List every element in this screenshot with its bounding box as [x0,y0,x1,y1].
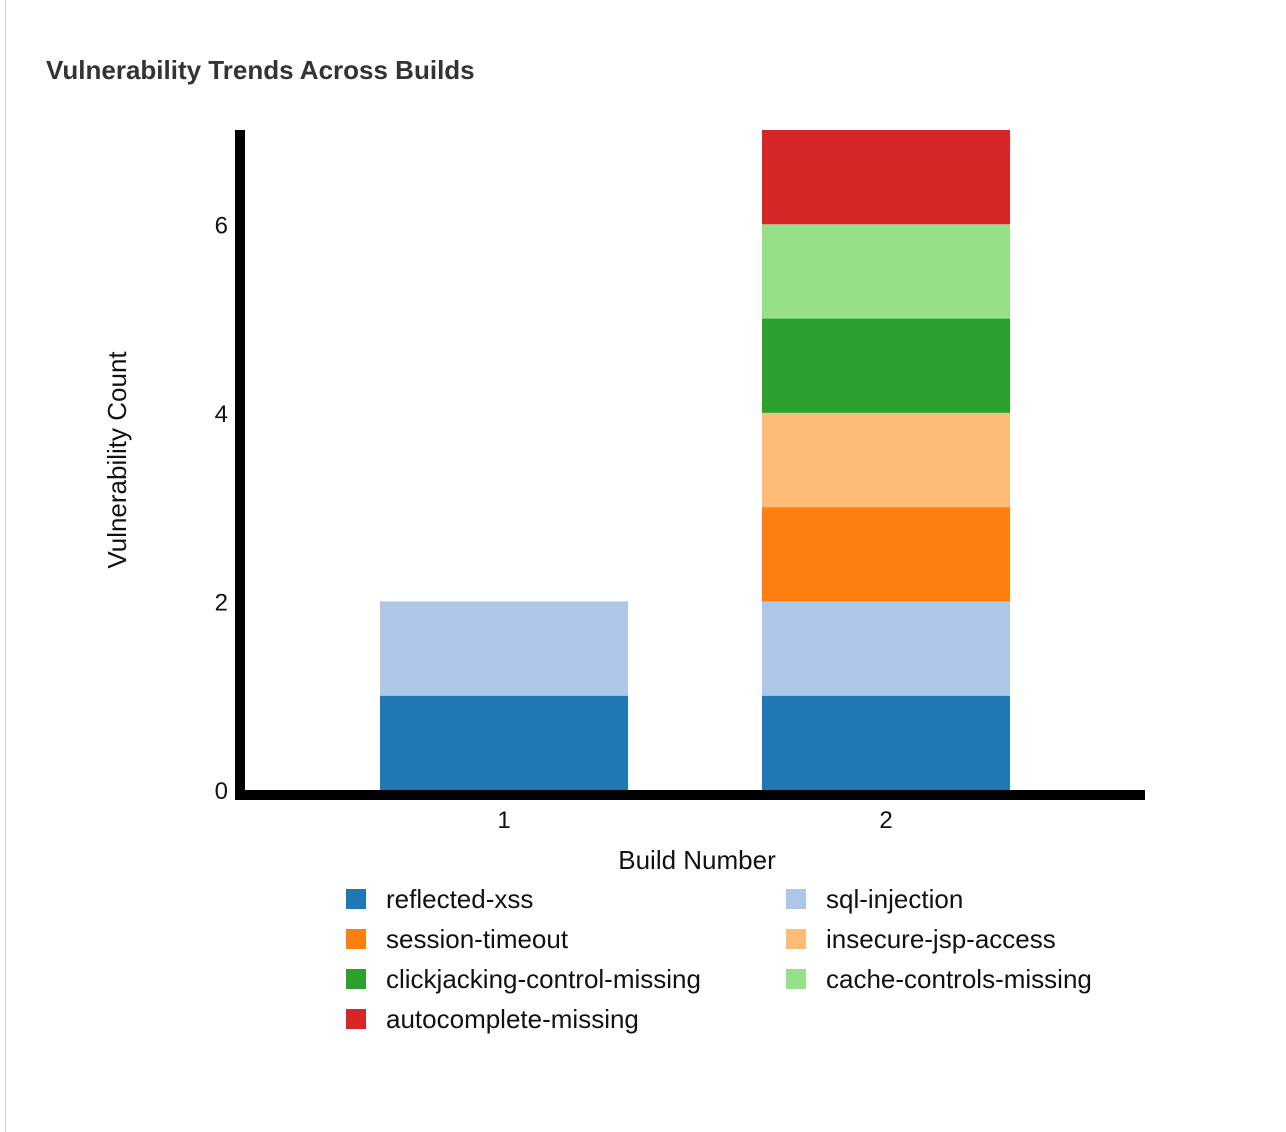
legend: reflected-xss sql-injection session-timeou… [346,884,1092,1034]
legend-swatch-session-timeout [346,929,366,949]
y-axis-line [235,130,245,800]
y-ticks: 0 2 4 6 [215,212,228,805]
bar-segment-reflected-xss-build-2 [762,695,1010,790]
legend-label-clickjacking-control-missing: clickjacking-control-missing [386,964,701,994]
legend-label-cache-controls-missing: cache-controls-missing [826,964,1092,994]
y-tick-label: 6 [215,212,228,239]
bar-segment-insecure-jsp-access-build-2 [762,412,1010,508]
x-tick-label: 1 [497,807,510,834]
bar-segment-clickjacking-control-missing-build-2 [762,318,1010,413]
x-axis-label: Build Number [618,845,776,875]
bar-segment-cache-controls-missing-build-2 [762,224,1010,319]
y-tick-label: 4 [215,401,228,428]
legend-swatch-clickjacking-control-missing [346,969,366,989]
bar-segment-reflected-xss-build-1 [380,695,628,790]
legend-swatch-reflected-xss [346,889,366,909]
y-tick-label: 2 [215,589,228,616]
legend-swatch-insecure-jsp-access [786,929,806,949]
legend-swatch-sql-injection [786,889,806,909]
panel-left-border [5,0,6,1132]
y-axis-label: Vulnerability Count [102,351,132,569]
legend-label-sql-injection: sql-injection [826,884,963,914]
legend-label-session-timeout: session-timeout [386,924,569,954]
legend-swatch-autocomplete-missing [346,1009,366,1029]
bars-layer [380,130,1010,790]
bar-segment-sql-injection-build-2 [762,601,1010,696]
legend-label-autocomplete-missing: autocomplete-missing [386,1004,639,1034]
bar-segment-session-timeout-build-2 [762,507,1010,602]
x-axis-line [245,790,1145,800]
legend-label-reflected-xss: reflected-xss [386,884,533,914]
chart-title: Vulnerability Trends Across Builds [46,55,475,85]
bar-segment-autocomplete-missing-build-2 [762,130,1010,225]
legend-label-insecure-jsp-access: insecure-jsp-access [826,924,1056,954]
legend-swatch-cache-controls-missing [786,969,806,989]
bar-segment-sql-injection-build-1 [380,601,628,696]
x-tick-label: 2 [879,807,892,834]
y-tick-label: 0 [215,778,228,805]
